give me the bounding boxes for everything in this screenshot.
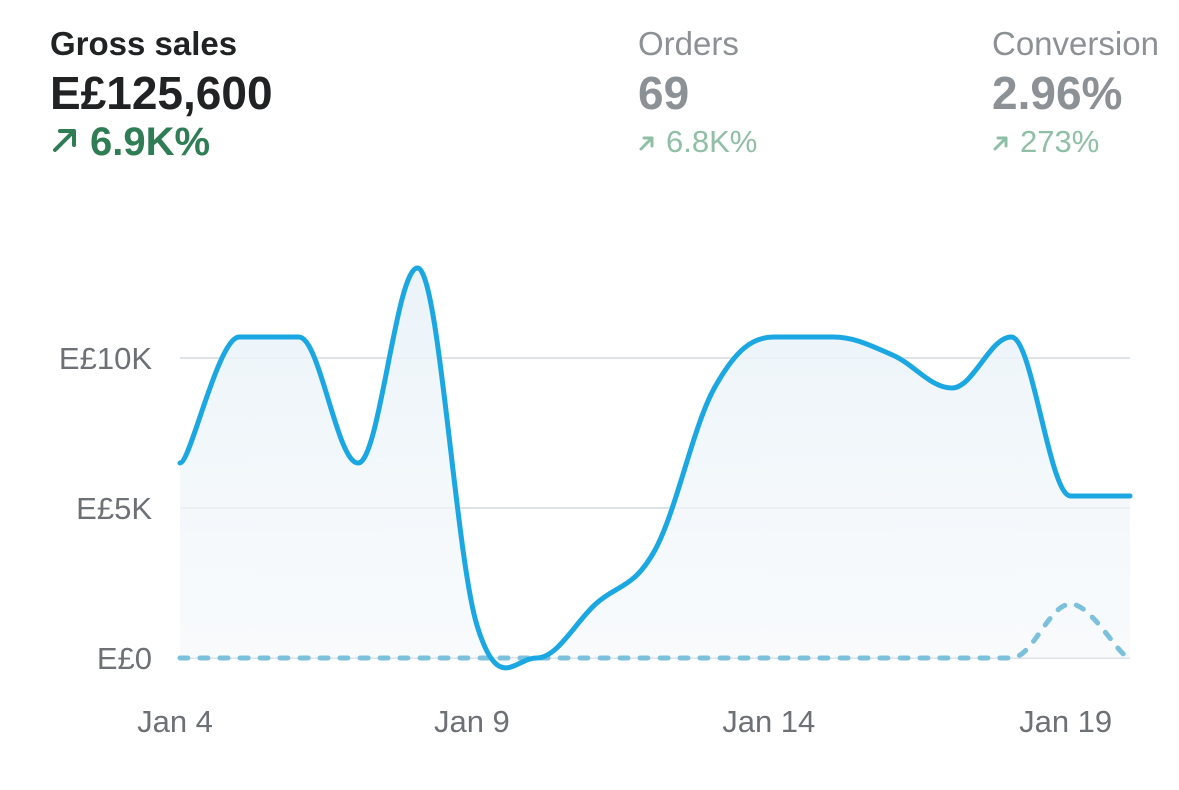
metric-title: Gross sales: [50, 25, 238, 62]
x-tick-label: Jan 4: [137, 704, 213, 739]
metric-value: 69: [638, 67, 690, 119]
arrow-up-right-icon: [992, 120, 1010, 164]
y-axis: E£0 E£5K E£10K: [59, 341, 152, 676]
y-tick-label: E£5K: [76, 491, 152, 526]
arrow-up-right-icon: [50, 120, 80, 164]
metric-orders[interactable]: Orders 69 6.8K%: [638, 22, 757, 164]
y-tick-label: E£10K: [59, 341, 152, 376]
series-area: [180, 268, 1130, 668]
x-tick-label: Jan 19: [1019, 704, 1112, 739]
y-tick-label: E£0: [97, 641, 152, 676]
metric-value: E£125,600: [50, 67, 273, 119]
metric-change-value: 273%: [1020, 124, 1100, 159]
x-tick-label: Jan 9: [434, 704, 510, 739]
series-lines: [177, 265, 1133, 671]
metric-change: 273%: [992, 120, 1159, 164]
metric-value: 2.96%: [992, 67, 1123, 119]
metric-gross-sales[interactable]: Gross sales E£125,600 6.9K%: [50, 22, 273, 164]
metric-change-value: 6.9K%: [90, 120, 211, 164]
metric-title: Conversion: [992, 25, 1159, 62]
metric-change: 6.8K%: [638, 120, 757, 164]
metric-change: 6.9K%: [50, 120, 273, 164]
arrow-up-right-icon: [638, 120, 656, 164]
x-tick-label: Jan 14: [722, 704, 815, 739]
metric-change-value: 6.8K%: [666, 124, 758, 159]
metric-conversion[interactable]: Conversion 2.96% 273%: [992, 22, 1159, 164]
gross-sales-series-line[interactable]: [177, 265, 1133, 671]
area-fill: [180, 268, 1130, 668]
metric-title: Orders: [638, 25, 739, 62]
comparison-series-line[interactable]: [177, 601, 1133, 661]
x-axis: Jan 4 Jan 9 Jan 14 Jan 19: [137, 704, 1112, 739]
